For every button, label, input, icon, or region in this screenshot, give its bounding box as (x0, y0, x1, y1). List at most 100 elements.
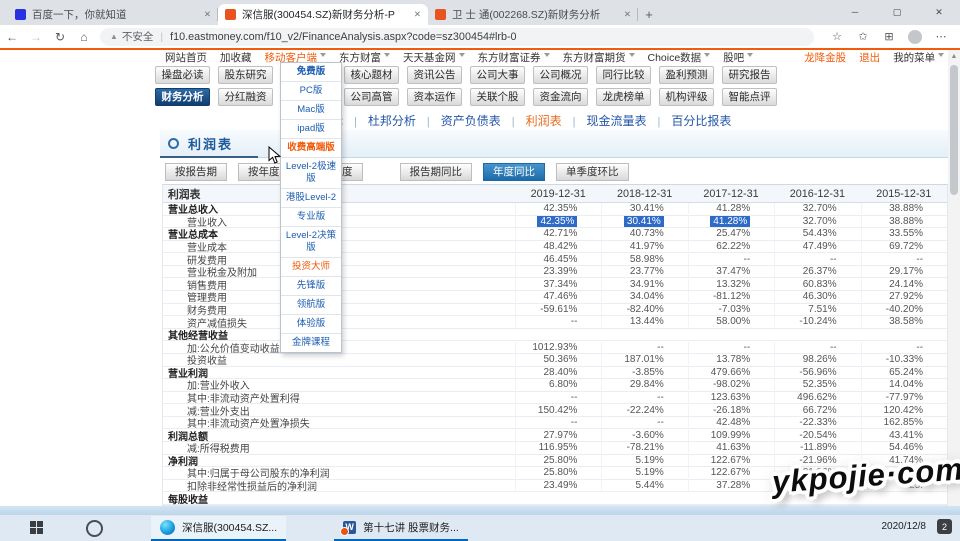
cell[interactable]: 60.83% (774, 278, 860, 290)
cell[interactable]: 5.19% (601, 467, 687, 479)
cell[interactable]: -10.24% (774, 316, 860, 328)
dropdown-item[interactable]: ipad版 (281, 120, 341, 139)
site-nav-link[interactable]: 龙降金股 (804, 51, 847, 64)
f10-nav-button[interactable]: 资本运作 (407, 88, 462, 106)
table-row[interactable]: 营业总收入 42.35% 30.41% 41.28% 32.70% 38.88% (163, 203, 947, 216)
cell[interactable]: 26.37% (774, 266, 860, 278)
cell[interactable]: 13.78% (687, 354, 774, 366)
taskbar-task-edge[interactable]: 深信服(300454.SZ... (151, 515, 287, 541)
table-row[interactable]: 减:营业外支出 150.42% -22.24% -26.18% 66.72% 1… (163, 404, 947, 418)
scroll-up-icon[interactable]: ▲ (950, 53, 958, 60)
cell[interactable]: -22.24% (601, 404, 687, 416)
cell[interactable]: 13.32% (687, 278, 774, 290)
f10-nav-button[interactable]: 机构评级 (659, 88, 714, 106)
table-row[interactable]: 其中:非流动资产处置利得 -- -- 123.63% 496.62% -77.9… (163, 391, 947, 405)
cell[interactable]: 1012.93% (515, 341, 601, 353)
cell[interactable]: 25.80% (515, 454, 601, 466)
cell[interactable]: 42.48% (687, 417, 774, 429)
column-header[interactable]: 2017-12-31 (703, 187, 759, 200)
f10-nav-button[interactable]: 智能点评 (722, 88, 777, 106)
cell[interactable]: 34.04% (601, 291, 687, 303)
cell[interactable]: -7.03% (687, 303, 774, 315)
cell[interactable]: -21.96% (774, 467, 860, 479)
cell[interactable]: 41.63% (687, 442, 774, 454)
cell[interactable]: 50.36% (515, 354, 601, 366)
cell[interactable]: -20.54% (774, 429, 860, 441)
notification-badge[interactable]: 2 (937, 519, 952, 534)
f10-nav-button[interactable]: 资讯公告 (407, 66, 462, 84)
cell[interactable]: 109.99% (687, 429, 774, 441)
tab-close-icon[interactable]: ✕ (623, 9, 631, 19)
table-row[interactable]: 扣除非经常性损益后的净利润 23.49% 5.44% 37.28% 155.09… (163, 480, 947, 493)
cell[interactable]: -59.61% (515, 303, 601, 315)
table-row[interactable]: 营业利润 28.40% -3.85% 479.66% -56.96% 65.24… (163, 366, 947, 380)
cell[interactable]: 41.74% (860, 467, 947, 479)
cell[interactable]: 150.42% (515, 404, 601, 416)
site-nav-link[interactable]: 天天基金网 (403, 50, 465, 65)
site-nav-link[interactable]: 我的菜单 (893, 50, 944, 65)
cell[interactable]: 54.46% (860, 442, 947, 454)
cell[interactable]: 46.45% (515, 253, 601, 265)
cell[interactable]: 30.41% (601, 203, 687, 215)
cell[interactable]: 27.97% (515, 429, 601, 441)
dropdown-item[interactable]: 投资大师 (281, 258, 341, 277)
cell[interactable]: -11.89% (774, 442, 860, 454)
cell[interactable]: 37.34% (515, 278, 601, 290)
horizontal-scrollbar[interactable] (0, 506, 960, 514)
cell[interactable]: 58.98% (601, 253, 687, 265)
column-header[interactable]: 2019-12-31 (530, 187, 586, 200)
column-header[interactable]: 2016-12-31 (789, 187, 846, 200)
dropdown-item[interactable]: PC版 (281, 82, 341, 101)
cell[interactable]: -- (860, 341, 947, 353)
cell[interactable]: 42.35% (515, 203, 601, 215)
cell[interactable]: 13.44% (601, 316, 687, 328)
cell[interactable]: 116.95% (515, 442, 601, 454)
cell[interactable]: -- (601, 341, 687, 353)
cell[interactable]: -- (601, 391, 687, 403)
cell[interactable]: -- (601, 417, 687, 429)
f10-nav-button[interactable]: 公司高管 (344, 88, 399, 106)
cell[interactable]: 123.63% (687, 391, 774, 403)
report-tab[interactable]: 资产负债表 (416, 112, 501, 129)
dropdown-item[interactable]: Level-2极速版 (281, 158, 341, 189)
cell[interactable]: 30.41% (601, 215, 687, 227)
collections-icon[interactable]: ⊞ (884, 31, 894, 43)
cell[interactable]: 5.19% (601, 454, 687, 466)
table-row[interactable]: 利润总额 27.97% -3.60% 109.99% -20.54% 43.41… (163, 429, 947, 443)
report-tab[interactable]: 现金流量表 (562, 112, 647, 129)
table-row[interactable]: 每股收益 (163, 492, 947, 506)
table-row[interactable]: 投资收益 50.36% 187.01% 13.78% 98.26% -10.33… (163, 354, 947, 367)
cell[interactable]: 25. (860, 480, 947, 491)
table-row[interactable]: 营业收入 42.35% 30.41% 41.28% 32.70% 38.88% (163, 215, 947, 229)
cell[interactable]: -- (687, 253, 774, 265)
cell[interactable]: 162.85% (860, 417, 947, 429)
cell[interactable]: -10.33% (860, 354, 947, 366)
dropdown-item[interactable]: 领航版 (281, 296, 341, 315)
period-button[interactable]: 年度同比 (483, 163, 545, 181)
taskbar-date[interactable]: 2020/12/8 (881, 521, 927, 532)
dropdown-item[interactable]: 港股Level-2 (281, 189, 341, 208)
site-nav-link[interactable]: 移动客户端 (265, 50, 327, 65)
vertical-scrollbar[interactable]: ▲ (948, 50, 960, 506)
cell[interactable]: 47.49% (774, 241, 860, 253)
report-tab[interactable]: 利润表 (501, 112, 562, 129)
cell[interactable]: 14.04% (860, 379, 947, 391)
cell[interactable]: 38.58% (860, 316, 947, 328)
cell[interactable]: 155.09% (774, 480, 860, 491)
cell[interactable]: 479.66% (687, 366, 774, 378)
f10-nav-button[interactable]: 龙虎榜单 (596, 88, 651, 106)
table-row[interactable]: 净利润 25.80% 5.19% 122.67% -21.96% 41.74% (163, 454, 947, 468)
cell[interactable]: 47.46% (515, 291, 601, 303)
f10-nav-button[interactable]: 关联个股 (470, 88, 525, 106)
dropdown-item[interactable]: Mac版 (281, 101, 341, 120)
cell[interactable]: -22.33% (774, 417, 860, 429)
cell[interactable]: 23.39% (515, 266, 601, 278)
cell[interactable]: 34.91% (601, 278, 687, 290)
f10-nav-button[interactable]: 研究报告 (722, 66, 777, 84)
tab-close-icon[interactable]: ✕ (413, 9, 421, 19)
cell[interactable]: -- (515, 417, 601, 429)
cell[interactable]: 122.67% (687, 454, 774, 466)
report-tab[interactable]: 百分比报表 (647, 112, 731, 129)
cell[interactable]: 43.41% (860, 429, 947, 441)
cell[interactable]: 46.30% (774, 291, 860, 303)
